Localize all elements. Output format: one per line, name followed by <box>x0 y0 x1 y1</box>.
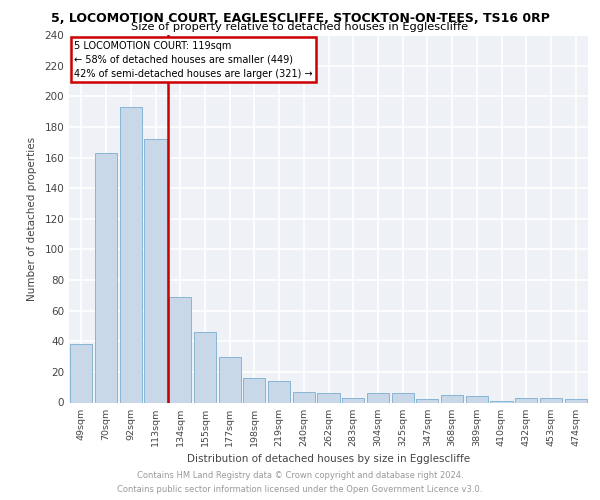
Text: 5 LOCOMOTION COURT: 119sqm
← 58% of detached houses are smaller (449)
42% of sem: 5 LOCOMOTION COURT: 119sqm ← 58% of deta… <box>74 40 313 78</box>
Bar <box>293 392 315 402</box>
Bar <box>392 394 414 402</box>
Bar <box>540 398 562 402</box>
Text: 5, LOCOMOTION COURT, EAGLESCLIFFE, STOCKTON-ON-TEES, TS16 0RP: 5, LOCOMOTION COURT, EAGLESCLIFFE, STOCK… <box>50 12 550 24</box>
Bar <box>70 344 92 403</box>
Bar <box>342 398 364 402</box>
Bar <box>194 332 216 402</box>
Bar <box>119 107 142 403</box>
Text: Contains HM Land Registry data © Crown copyright and database right 2024.
Contai: Contains HM Land Registry data © Crown c… <box>118 472 482 494</box>
Bar <box>317 394 340 402</box>
Bar <box>466 396 488 402</box>
Bar <box>268 381 290 402</box>
Bar <box>243 378 265 402</box>
X-axis label: Distribution of detached houses by size in Egglescliffe: Distribution of detached houses by size … <box>187 454 470 464</box>
Text: Size of property relative to detached houses in Egglescliffe: Size of property relative to detached ho… <box>131 22 469 32</box>
Bar <box>441 395 463 402</box>
Y-axis label: Number of detached properties: Number of detached properties <box>28 136 37 301</box>
Bar <box>95 153 117 402</box>
Bar <box>169 297 191 403</box>
Bar <box>490 401 512 402</box>
Bar <box>515 398 538 402</box>
Bar <box>416 400 439 402</box>
Bar <box>218 356 241 403</box>
Bar <box>565 400 587 402</box>
Bar <box>145 139 167 402</box>
Bar <box>367 394 389 402</box>
